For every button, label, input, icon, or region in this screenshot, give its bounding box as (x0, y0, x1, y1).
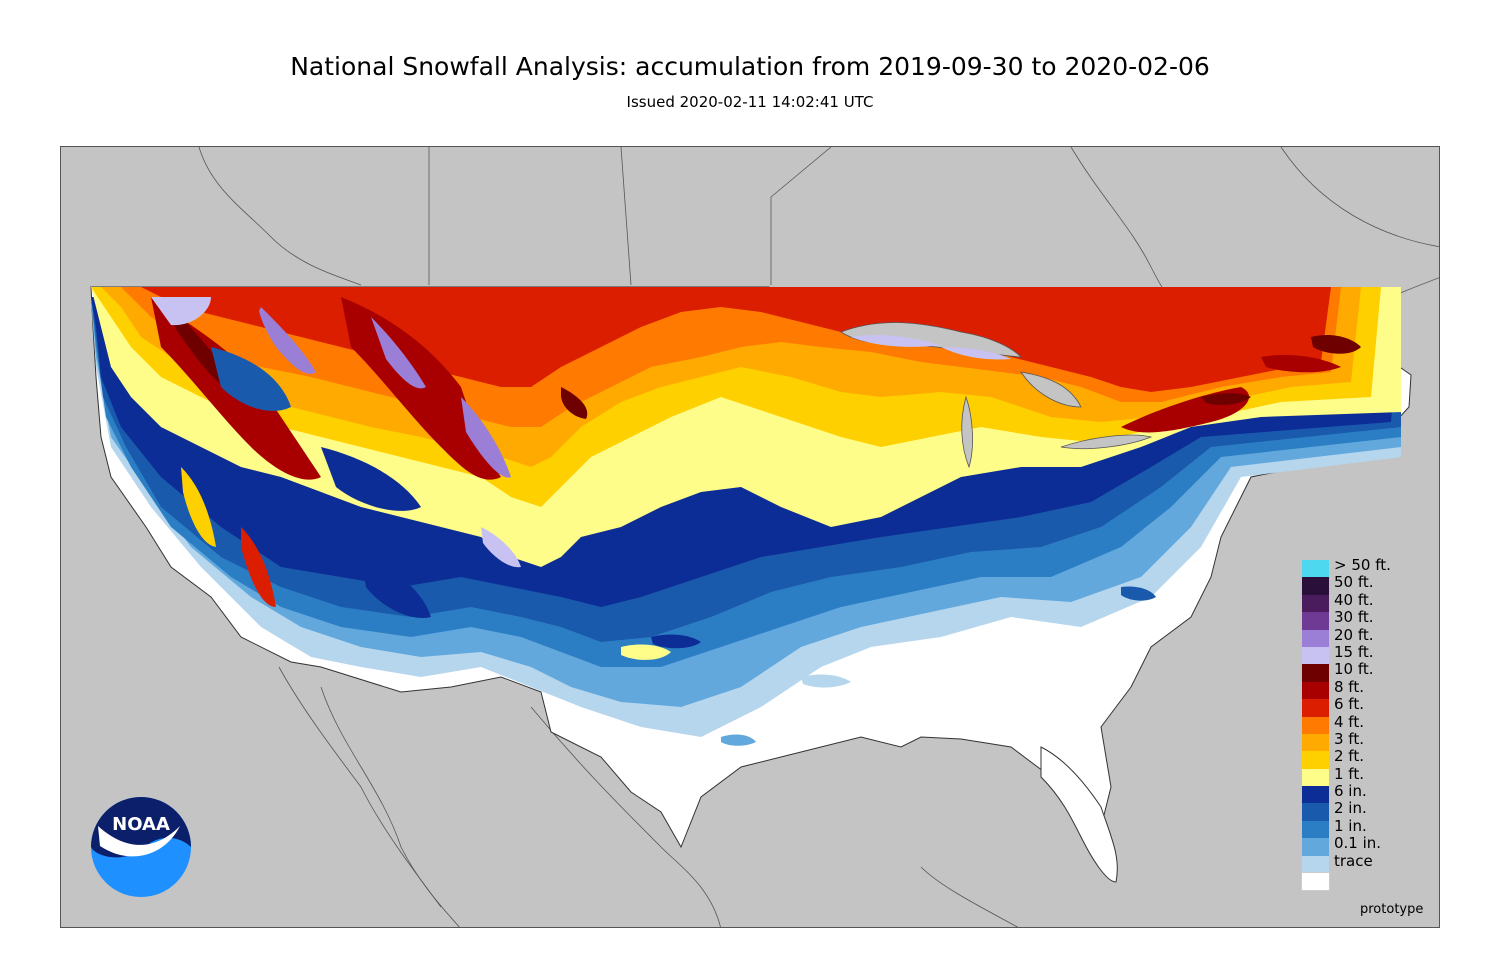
legend-label: > 50 ft. (1334, 556, 1391, 574)
florida (1040, 746, 1118, 883)
legend-swatch (1302, 629, 1329, 647)
legend-swatch (1302, 820, 1329, 839)
noaa-logo: NOAA (90, 796, 192, 898)
legend-swatch (1302, 733, 1329, 752)
legend-label: 4 ft. (1334, 712, 1364, 731)
legend-label: 10 ft. (1334, 660, 1374, 679)
legend-swatch (1302, 855, 1329, 874)
legend-label: 1 ft. (1334, 764, 1364, 783)
map-title: National Snowfall Analysis: accumulation… (290, 52, 1210, 81)
prototype-label: prototype (1360, 902, 1424, 917)
map-canvas (90, 147, 1439, 927)
legend-swatch (1302, 768, 1329, 787)
lake-effect-snow (851, 334, 1011, 360)
legend-label: 30 ft. (1334, 608, 1374, 627)
legend-swatch (1302, 594, 1329, 613)
legend-swatch (1302, 838, 1329, 856)
legend-label: 6 in. (1334, 782, 1367, 801)
legend-swatch (1302, 803, 1329, 821)
noaa-logo-text: NOAA (112, 814, 170, 835)
legend-label: 2 ft. (1334, 747, 1364, 766)
legend-swatch (1302, 786, 1329, 804)
snowfall-map (60, 146, 1440, 928)
issued-timestamp: Issued 2020-02-11 14:02:41 UTC (626, 93, 874, 111)
legend-swatch (1302, 612, 1329, 630)
legend-swatch (1302, 664, 1329, 682)
noaa-logo-icon: NOAA (91, 797, 191, 897)
southern-snow-patches (621, 586, 1156, 746)
northeast-snowpack (1121, 335, 1361, 433)
legend-label: 1 in. (1334, 816, 1367, 835)
legend-swatch (1302, 646, 1329, 665)
legend-swatch (1302, 577, 1329, 595)
legend-swatch (1301, 872, 1330, 892)
legend-swatch (1302, 699, 1329, 717)
legend-label: 6 ft. (1334, 695, 1364, 714)
legend-swatch (1302, 716, 1329, 734)
legend-label: trace (1334, 851, 1373, 870)
legend-label: 15 ft. (1334, 642, 1374, 661)
legend-swatch (1302, 751, 1329, 769)
legend-label: 20 ft. (1334, 625, 1374, 644)
legend-label: 8 ft. (1334, 677, 1364, 696)
legend-label: 0.1 in. (1334, 834, 1382, 853)
legend-label: 50 ft. (1334, 573, 1374, 592)
legend-label: 3 ft. (1334, 729, 1364, 748)
legend-label: 2 in. (1334, 799, 1367, 818)
legend-swatch (1302, 560, 1329, 578)
legend-swatch (1302, 681, 1329, 700)
mountain-snowpack (151, 297, 588, 618)
legend-label: 40 ft. (1334, 590, 1374, 609)
